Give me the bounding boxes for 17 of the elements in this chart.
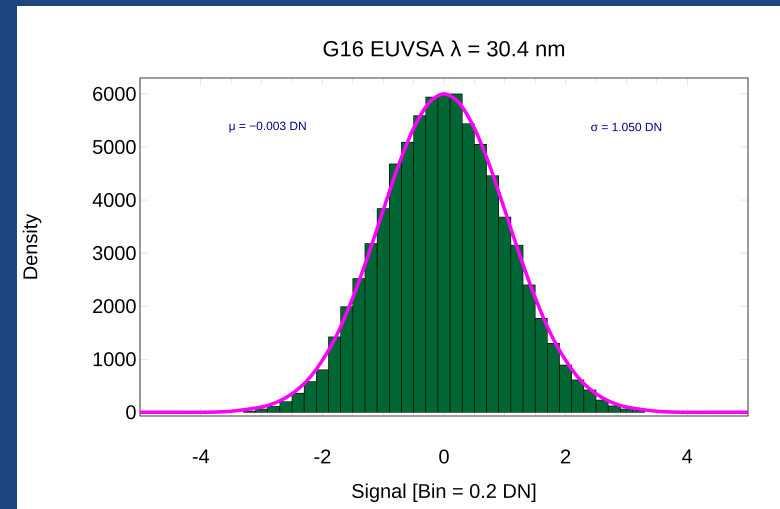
x-axis-title: Signal [Bin = 0.2 DN] (352, 483, 536, 502)
y-tick-label: 3000 (92, 246, 136, 260)
y-tick-label: 2000 (93, 299, 136, 314)
x-tick-label: 2 (561, 450, 570, 464)
y-tick-label: 5000 (92, 140, 136, 154)
x-tick-label: 4 (682, 450, 692, 464)
x-tick-label: -2 (314, 450, 330, 464)
x-tick-label: -4 (192, 450, 210, 464)
y-tick-label: 0 (126, 405, 136, 420)
chart-title: G16 EUVSA λ = 30.4 nm (324, 40, 564, 56)
x-tick-label: 0 (439, 450, 449, 464)
y-tick-label: 4000 (92, 192, 136, 208)
annotation: σ = 1.050 DN (591, 122, 662, 132)
y-axis-title: Density (22, 214, 42, 279)
y-tick-label: 1000 (94, 352, 136, 366)
annotation: μ = −0.003 DN (230, 122, 306, 132)
y-tick-label: 6000 (93, 86, 136, 101)
